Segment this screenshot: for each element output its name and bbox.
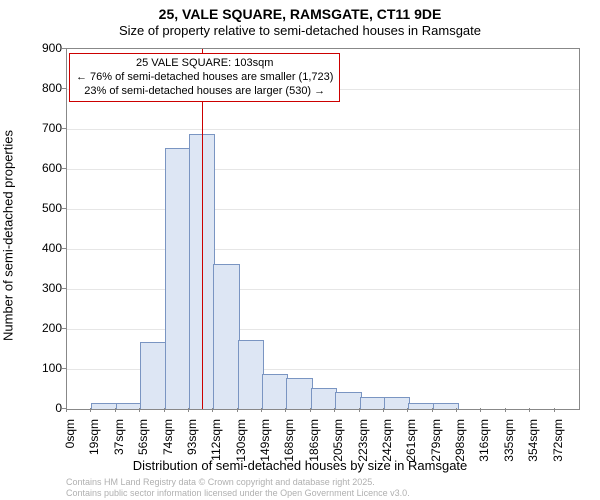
x-tick-label: 37sqm (112, 419, 126, 455)
x-tick-mark (164, 408, 165, 412)
x-tick-label: 19sqm (87, 419, 101, 455)
gridline (67, 209, 579, 210)
x-tick-label: 168sqm (282, 419, 296, 462)
gridline (67, 129, 579, 130)
x-tick-label: 242sqm (380, 419, 394, 462)
y-tick-mark (62, 168, 66, 169)
callout-line: 23% of semi-detached houses are larger (… (76, 85, 333, 99)
x-tick-mark (139, 408, 140, 412)
y-tick-mark (62, 88, 66, 89)
x-tick-mark (407, 408, 408, 412)
x-tick-label: 354sqm (526, 419, 540, 462)
x-tick-label: 335sqm (502, 419, 516, 462)
x-tick-mark (334, 408, 335, 412)
y-tick-label: 500 (12, 201, 62, 215)
attribution-line-2: Contains public sector information licen… (66, 488, 410, 498)
x-tick-label: 149sqm (258, 419, 272, 462)
attribution-text: Contains HM Land Registry data © Crown c… (66, 477, 410, 498)
y-tick-mark (62, 248, 66, 249)
x-tick-label: 0sqm (63, 419, 77, 448)
histogram-bar (165, 148, 191, 409)
x-tick-mark (188, 408, 189, 412)
x-tick-mark (310, 408, 311, 412)
y-tick-label: 800 (12, 81, 62, 95)
x-tick-label: 112sqm (209, 419, 223, 461)
x-tick-mark (383, 408, 384, 412)
attribution-line-1: Contains HM Land Registry data © Crown c… (66, 477, 410, 487)
y-tick-mark (62, 288, 66, 289)
x-tick-mark (480, 408, 481, 412)
y-tick-mark (62, 368, 66, 369)
x-tick-mark (554, 408, 555, 412)
x-tick-label: 74sqm (161, 419, 175, 455)
histogram-bar (262, 374, 288, 409)
x-tick-label: 205sqm (331, 419, 345, 462)
y-tick-label: 300 (12, 281, 62, 295)
histogram-bar (286, 378, 312, 409)
x-tick-mark (285, 408, 286, 412)
gridline (67, 249, 579, 250)
x-tick-mark (237, 408, 238, 412)
histogram-bar (311, 388, 337, 409)
x-tick-mark (66, 408, 67, 412)
callout-box: 25 VALE SQUARE: 103sqm← 76% of semi-deta… (69, 53, 340, 102)
x-tick-mark (261, 408, 262, 412)
x-tick-mark (529, 408, 530, 412)
x-tick-label: 130sqm (234, 419, 248, 462)
chart-container: 25, VALE SQUARE, RAMSGATE, CT11 9DE Size… (0, 0, 600, 500)
x-tick-mark (212, 408, 213, 412)
x-tick-label: 186sqm (307, 419, 321, 462)
x-tick-label: 316sqm (477, 419, 491, 462)
y-tick-mark (62, 48, 66, 49)
x-tick-label: 298sqm (453, 419, 467, 462)
callout-line: ← 76% of semi-detached houses are smalle… (76, 71, 333, 85)
y-tick-label: 100 (12, 361, 62, 375)
x-tick-mark (359, 408, 360, 412)
x-tick-label: 223sqm (356, 419, 370, 462)
y-tick-label: 400 (12, 241, 62, 255)
x-tick-mark (90, 408, 91, 412)
histogram-bar (238, 340, 264, 409)
chart-subtitle: Size of property relative to semi-detach… (0, 22, 600, 38)
x-tick-label: 372sqm (551, 419, 565, 462)
x-axis-label: Distribution of semi-detached houses by … (0, 458, 600, 473)
y-tick-label: 200 (12, 321, 62, 335)
x-tick-mark (456, 408, 457, 412)
gridline (67, 289, 579, 290)
plot-area: 25 VALE SQUARE: 103sqm← 76% of semi-deta… (66, 48, 580, 410)
y-tick-mark (62, 208, 66, 209)
histogram-bar (213, 264, 239, 409)
marker-line (202, 49, 203, 409)
y-tick-label: 900 (12, 41, 62, 55)
histogram-bar (140, 342, 166, 409)
x-tick-label: 261sqm (404, 419, 418, 462)
x-tick-label: 93sqm (185, 419, 199, 455)
y-tick-mark (62, 328, 66, 329)
callout-line: 25 VALE SQUARE: 103sqm (76, 57, 333, 71)
histogram-bar (335, 392, 361, 409)
y-tick-label: 600 (12, 161, 62, 175)
y-tick-label: 0 (12, 401, 62, 415)
chart-title: 25, VALE SQUARE, RAMSGATE, CT11 9DE (0, 0, 600, 22)
y-tick-label: 700 (12, 121, 62, 135)
x-tick-mark (432, 408, 433, 412)
x-tick-mark (505, 408, 506, 412)
gridline (67, 169, 579, 170)
x-tick-label: 279sqm (429, 419, 443, 462)
y-tick-mark (62, 128, 66, 129)
x-tick-label: 56sqm (136, 419, 150, 455)
gridline (67, 329, 579, 330)
x-tick-mark (115, 408, 116, 412)
